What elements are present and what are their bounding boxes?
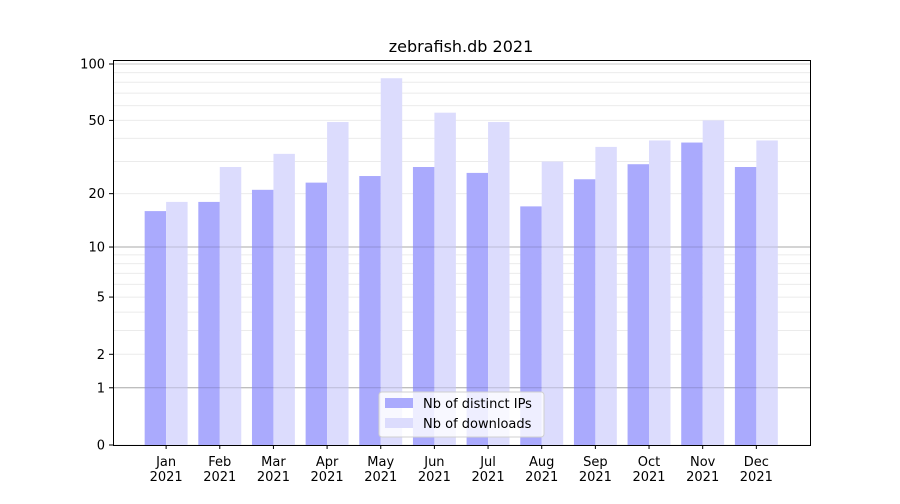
bar-downloads bbox=[541, 161, 564, 445]
y-tick-label: 10 bbox=[88, 241, 105, 256]
x-tick-label: Mar 2021 bbox=[257, 455, 290, 485]
x-tick-label: Oct 2021 bbox=[632, 455, 665, 485]
plot-frame bbox=[113, 60, 811, 446]
y-tick-label: 2 bbox=[97, 348, 105, 363]
bar-distinct-ips bbox=[627, 164, 650, 445]
bar-distinct-ips bbox=[305, 182, 328, 446]
bar-distinct-ips bbox=[466, 172, 489, 445]
y-tick-label: 50 bbox=[88, 114, 105, 129]
bar-downloads bbox=[649, 140, 671, 445]
y-tick-label: 0 bbox=[97, 439, 105, 454]
x-tick-label: Sep 2021 bbox=[579, 455, 612, 485]
bar-downloads bbox=[488, 122, 510, 445]
legend-label: Nb of distinct IPs bbox=[423, 397, 532, 412]
x-tick-label: May 2021 bbox=[364, 455, 397, 485]
bar-distinct-ips bbox=[520, 206, 542, 445]
x-tick-label: Apr 2021 bbox=[311, 455, 344, 485]
legend-box bbox=[378, 391, 545, 438]
legend-swatch bbox=[385, 418, 413, 428]
x-tick-label: Jan 2021 bbox=[150, 455, 183, 485]
bar-downloads bbox=[273, 153, 295, 445]
bar-downloads bbox=[756, 140, 778, 445]
bar-distinct-ips bbox=[681, 142, 703, 445]
x-tick-label: Jun 2021 bbox=[418, 455, 451, 485]
x-tick-label: Feb 2021 bbox=[203, 455, 236, 485]
x-tick-label: Dec 2021 bbox=[740, 455, 773, 485]
y-tick-label: 100 bbox=[80, 57, 105, 72]
bar-distinct-ips bbox=[734, 167, 757, 445]
x-tick-label: Aug 2021 bbox=[525, 455, 558, 485]
chart-title: zebrafish.db 2021 bbox=[389, 37, 534, 56]
bar-downloads bbox=[380, 78, 403, 445]
bar-downloads bbox=[219, 167, 242, 445]
y-tick-label: 1 bbox=[97, 381, 105, 396]
y-tick-label: 5 bbox=[97, 291, 105, 306]
x-tick-label: Nov 2021 bbox=[686, 455, 719, 485]
bar-downloads bbox=[327, 122, 349, 445]
bar-distinct-ips bbox=[144, 211, 167, 445]
legend-label: Nb of downloads bbox=[423, 417, 532, 432]
bar-distinct-ips bbox=[359, 176, 381, 445]
legend-swatch bbox=[385, 398, 413, 408]
bar-downloads bbox=[166, 201, 188, 445]
bar-downloads bbox=[434, 112, 456, 445]
bar-downloads bbox=[595, 146, 617, 445]
legend: Nb of distinct IPs Nb of downloads bbox=[378, 391, 545, 438]
bar-distinct-ips bbox=[198, 201, 220, 445]
bar-distinct-ips bbox=[573, 179, 596, 445]
y-tick-label: 20 bbox=[88, 187, 105, 202]
x-tick-label: Jul 2021 bbox=[472, 455, 505, 485]
bar-distinct-ips bbox=[251, 189, 274, 445]
bar-downloads bbox=[702, 120, 725, 445]
bar-distinct-ips bbox=[412, 167, 435, 445]
